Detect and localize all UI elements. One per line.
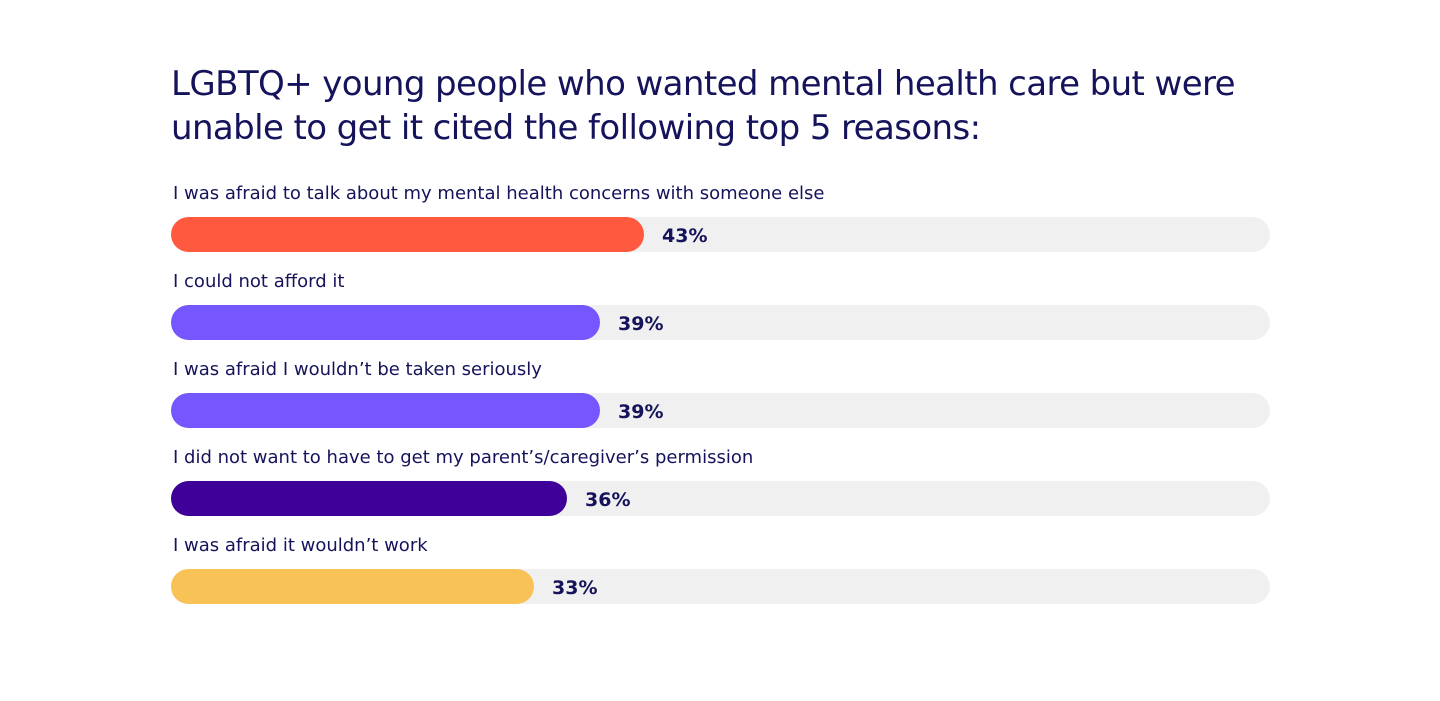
bar-track — [171, 305, 1270, 340]
bar-rows: I was afraid to talk about my mental hea… — [171, 182, 1270, 622]
bar — [171, 217, 644, 252]
bar — [171, 305, 600, 340]
bar-row: I was afraid to talk about my mental hea… — [171, 182, 1270, 270]
bar — [171, 569, 534, 604]
category-label: I was afraid to talk about my mental hea… — [173, 183, 825, 204]
chart: LGBTQ+ young people who wanted mental he… — [171, 62, 1270, 622]
bar-row: I did not want to have to get my parent’… — [171, 446, 1270, 534]
value-label: 33% — [552, 577, 598, 599]
bar-row: I was afraid it wouldn’t work 33% — [171, 534, 1270, 622]
value-label: 39% — [618, 313, 664, 335]
bar — [171, 393, 600, 428]
bar — [171, 481, 567, 516]
bar-track — [171, 393, 1270, 428]
bar-row: I could not afford it 39% — [171, 270, 1270, 358]
bar-track — [171, 481, 1270, 516]
bar-track — [171, 217, 1270, 252]
category-label: I was afraid I wouldn’t be taken serious… — [173, 359, 542, 380]
value-label: 36% — [585, 489, 631, 511]
category-label: I could not afford it — [173, 271, 345, 292]
chart-title: LGBTQ+ young people who wanted mental he… — [171, 64, 1236, 148]
bar-row: I was afraid I wouldn’t be taken serious… — [171, 358, 1270, 446]
category-label: I was afraid it wouldn’t work — [173, 535, 428, 556]
value-label: 43% — [662, 225, 708, 247]
bar-track — [171, 569, 1270, 604]
value-label: 39% — [618, 401, 664, 423]
category-label: I did not want to have to get my parent’… — [173, 447, 754, 468]
